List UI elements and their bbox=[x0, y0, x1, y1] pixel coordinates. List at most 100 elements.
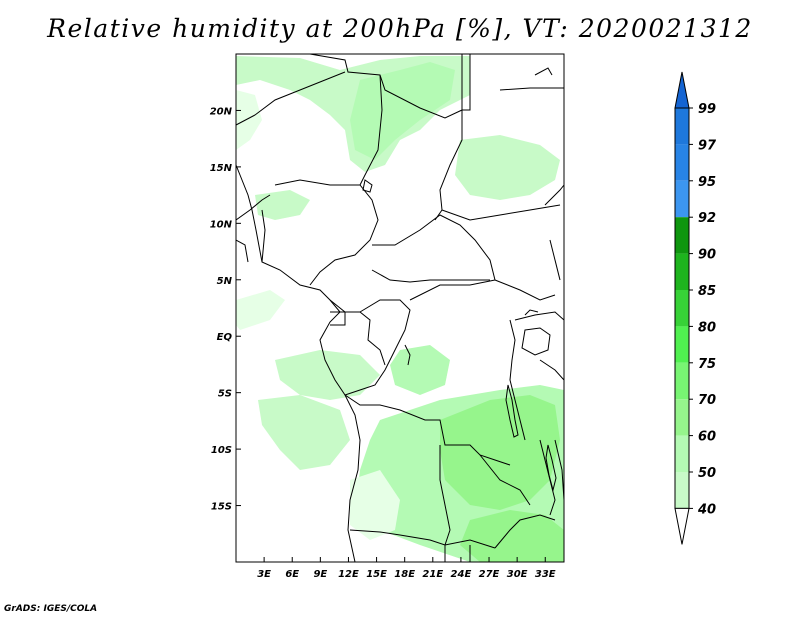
river-ss-segment bbox=[524, 309, 539, 316]
humidity-area-north-3 bbox=[236, 90, 262, 150]
lat-tick-label: 15S bbox=[211, 502, 232, 513]
lake-victoria bbox=[521, 327, 551, 356]
humidity-area-westafrica bbox=[255, 190, 310, 220]
border-egypt-coast bbox=[499, 87, 564, 91]
colorbar-level-label: 95 bbox=[698, 175, 716, 190]
humidity-area-sudan bbox=[455, 135, 560, 200]
grads-credit: GrADS: IGES/COLA bbox=[4, 604, 98, 614]
border-westafrica-1 bbox=[236, 194, 271, 221]
colorbar-level-label: 97 bbox=[698, 138, 717, 153]
lat-tick-label: EQ bbox=[217, 332, 233, 343]
border-chad-sudan bbox=[434, 110, 463, 221]
lon-tick-label: 9E bbox=[313, 569, 327, 580]
colorbar-level-label: 85 bbox=[698, 284, 716, 299]
river-congo-segment bbox=[404, 344, 411, 366]
lat-tick-label: 15N bbox=[210, 163, 233, 174]
colorbar-swatch bbox=[675, 326, 689, 363]
lon-tick-label: 3E bbox=[257, 569, 271, 580]
colorbar-level-label: 60 bbox=[698, 430, 716, 445]
colorbar-level-label: 40 bbox=[697, 502, 716, 517]
border-drc-angola bbox=[344, 394, 511, 466]
map-frame bbox=[235, 53, 565, 563]
border-ssudan-south bbox=[494, 279, 556, 301]
colorbar-bottom-arrow bbox=[674, 507, 690, 545]
colorbar-swatch bbox=[675, 362, 689, 400]
lat-tick-label: 5N bbox=[217, 276, 233, 287]
humidity-area-congo-west bbox=[275, 350, 380, 400]
colorbar-swatch bbox=[675, 217, 689, 254]
humidity-area-congo-east bbox=[390, 345, 450, 395]
colorbar-top-arrow bbox=[674, 71, 690, 109]
border-mali-niger bbox=[236, 71, 346, 126]
lat-tick-label: 20N bbox=[210, 106, 233, 117]
lat-tick-label: 10N bbox=[210, 219, 233, 230]
colorbar-level-label: 75 bbox=[698, 357, 716, 372]
colorbar-level-label: 80 bbox=[698, 320, 716, 335]
lon-tick-label: 24E bbox=[451, 569, 472, 580]
border-westafrica-3 bbox=[236, 239, 249, 263]
border-mozambique bbox=[554, 439, 564, 501]
colorbar-level-label: 92 bbox=[698, 211, 716, 226]
lon-tick-label: 30E bbox=[507, 569, 528, 580]
lat-tick-label: 5S bbox=[218, 389, 232, 400]
humidity-area-north-2 bbox=[350, 62, 455, 160]
border-gabon-box bbox=[330, 311, 346, 326]
humidity-area-south-2 bbox=[440, 395, 560, 510]
border-ethiopia bbox=[544, 184, 564, 206]
border-red-sea bbox=[534, 67, 553, 76]
lon-tick-label: 6E bbox=[285, 569, 299, 580]
border-congo-drc bbox=[344, 299, 411, 396]
latitude-axis: 20N 15N 10N 5N EQ 5S 10S 15S bbox=[210, 106, 241, 513]
border-drc-east bbox=[509, 319, 526, 441]
border-algeria-libya bbox=[309, 54, 463, 119]
border-nigeria bbox=[274, 179, 379, 286]
political-borders bbox=[236, 54, 564, 562]
border-car-south bbox=[371, 269, 490, 283]
colorbar-swatch bbox=[675, 144, 689, 181]
colorbar-level-label: 90 bbox=[698, 248, 716, 263]
lat-tick-label: 10S bbox=[211, 445, 232, 456]
border-angola-namibia bbox=[349, 529, 496, 549]
border-egypt-sudan bbox=[462, 54, 471, 111]
border-zambia-zim bbox=[494, 514, 556, 549]
border-ethiopia-south bbox=[549, 239, 561, 281]
border-zambia-north bbox=[479, 454, 531, 506]
border-drc-north bbox=[409, 279, 496, 301]
lake-malawi bbox=[545, 444, 557, 492]
border-sudan-ssudan bbox=[441, 204, 561, 221]
colorbar-level-label: 99 bbox=[698, 102, 716, 117]
humidity-area-gulf bbox=[236, 290, 285, 330]
longitude-axis: 3E 6E 9E 12E 15E 18E 21E 24E 27E 30E 33E bbox=[257, 557, 556, 580]
humidity-shading bbox=[236, 56, 564, 562]
border-cameroon-car bbox=[372, 214, 496, 281]
humidity-area-south-3 bbox=[460, 510, 564, 562]
colorbar-swatch bbox=[675, 253, 689, 290]
border-niger-chad bbox=[359, 74, 383, 186]
chart-title: Relative humidity at 200hPa [%], VT: 202… bbox=[47, 14, 753, 43]
colorbar-swatch bbox=[675, 435, 689, 472]
lon-tick-label: 27E bbox=[479, 569, 500, 580]
lon-tick-label: 18E bbox=[394, 569, 415, 580]
border-uganda-kenya bbox=[514, 311, 564, 321]
border-westafrica-2 bbox=[261, 209, 266, 263]
lon-tick-label: 15E bbox=[366, 569, 387, 580]
lon-tick-label: 12E bbox=[338, 569, 359, 580]
border-angola-zambia bbox=[439, 445, 451, 546]
colorbar-swatch bbox=[675, 108, 689, 145]
colorbar-swatch bbox=[675, 180, 689, 218]
colorbar-swatch bbox=[675, 290, 689, 327]
lake-chad bbox=[362, 179, 373, 193]
lon-tick-label: 33E bbox=[535, 569, 556, 580]
humidity-area-south-4 bbox=[350, 470, 400, 540]
colorbar-swatch bbox=[675, 472, 689, 509]
coastline-west bbox=[236, 164, 361, 562]
border-kenya-tanzania bbox=[539, 359, 564, 381]
colorbar-level-label: 50 bbox=[698, 466, 716, 481]
lon-tick-label: 21E bbox=[422, 569, 443, 580]
humidity-area-angola-coast bbox=[258, 395, 350, 470]
colorbar-swatch bbox=[675, 399, 689, 436]
lake-tanganyika bbox=[505, 384, 519, 438]
colorbar-level-label: 70 bbox=[698, 393, 716, 408]
